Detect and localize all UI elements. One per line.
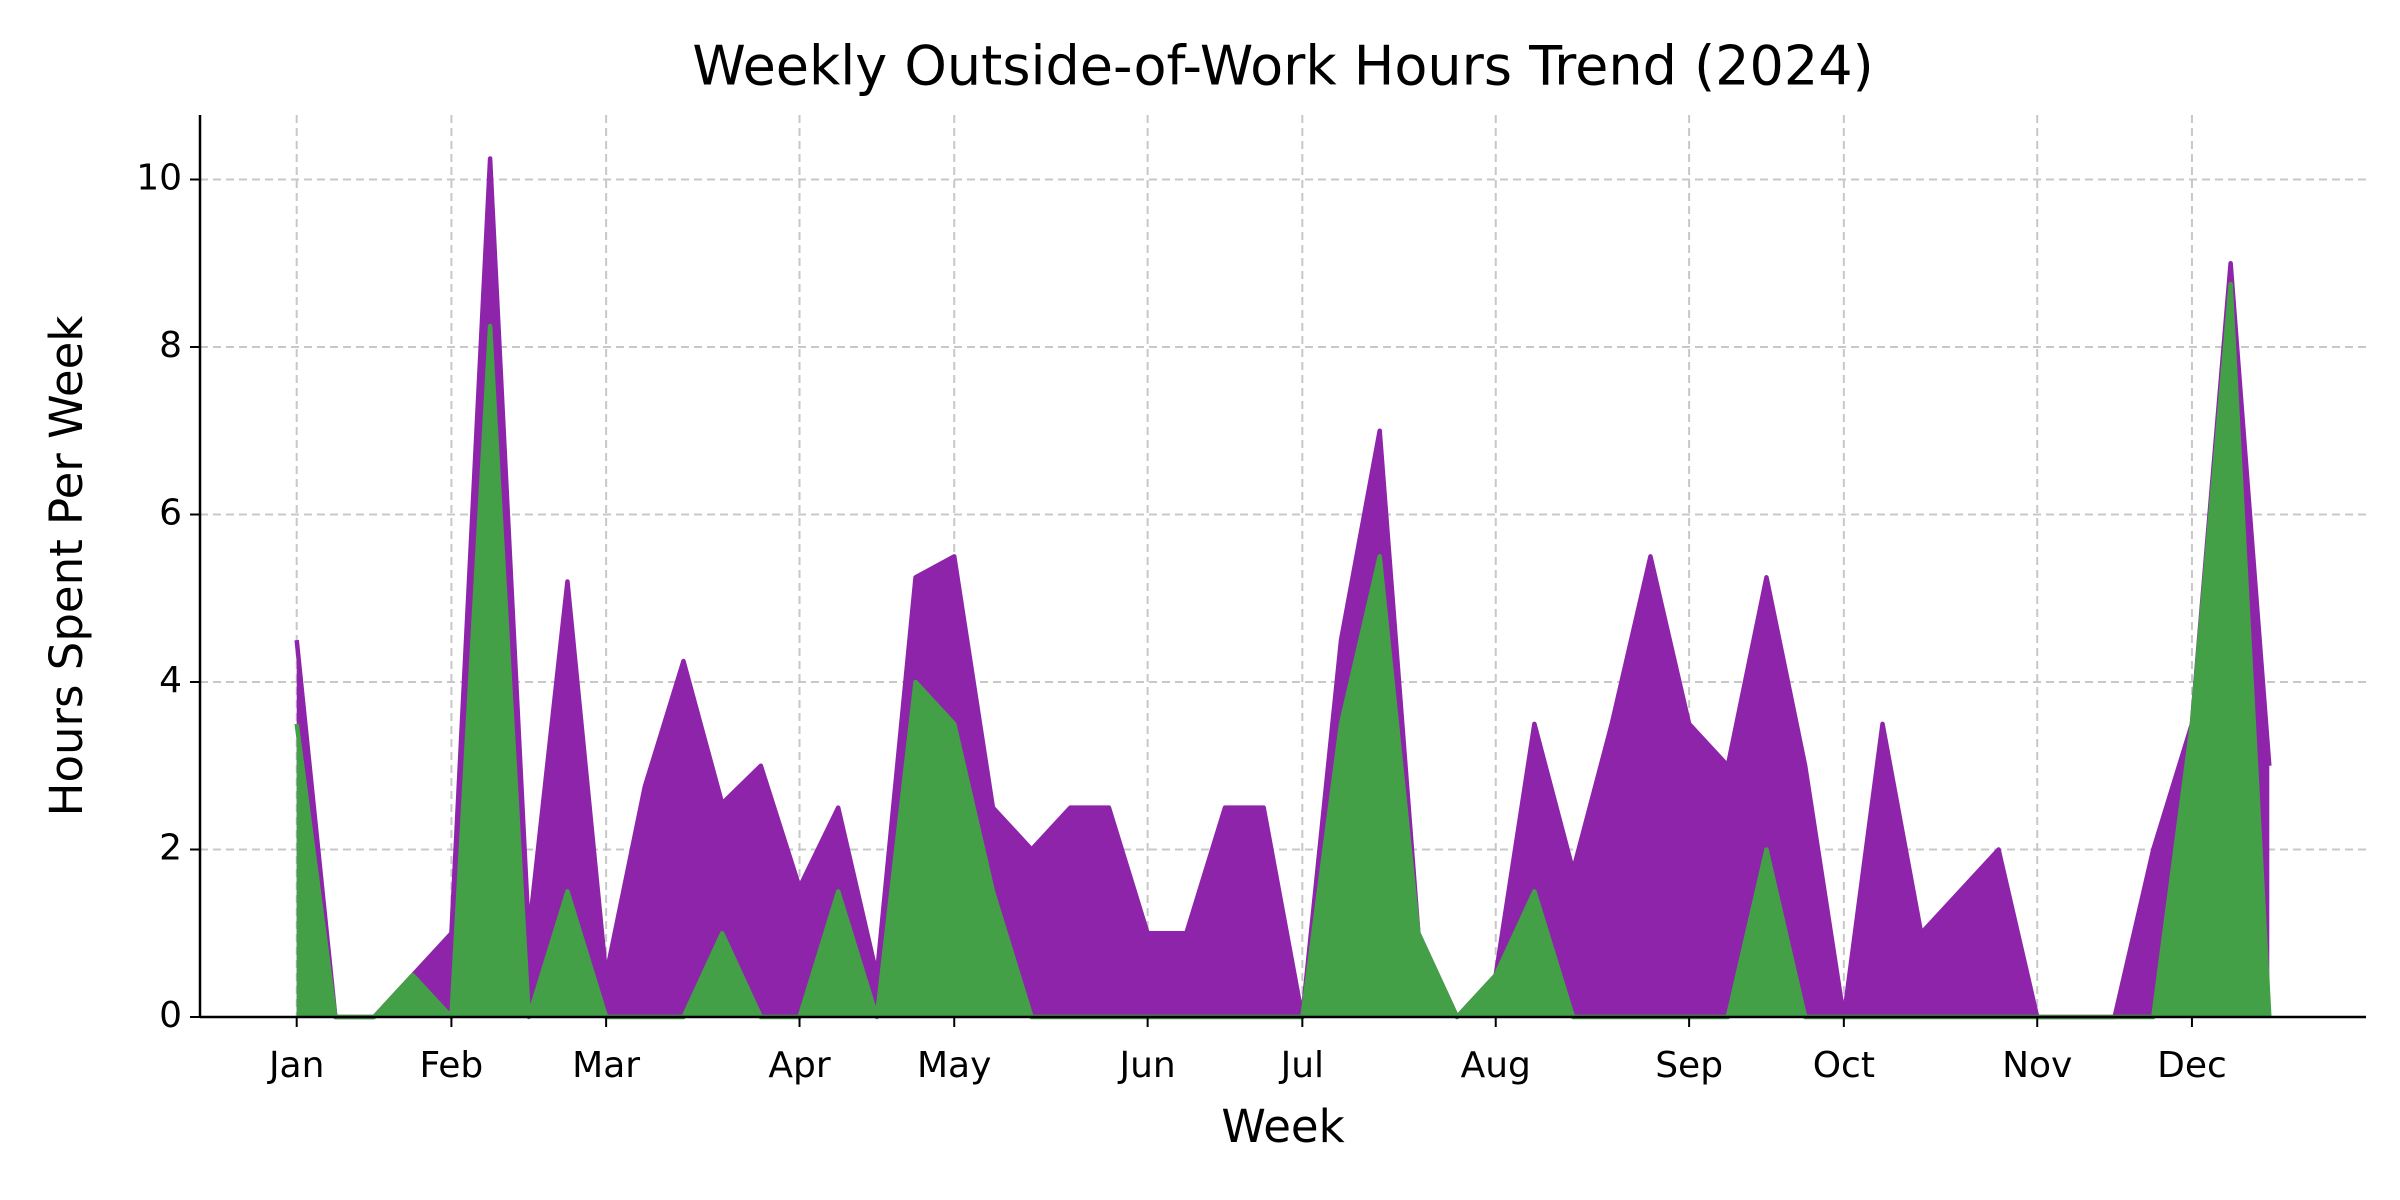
y-tick-label: 2 bbox=[159, 827, 182, 868]
area-line bbox=[294, 156, 2272, 1020]
x-tick-label: Aug bbox=[1461, 1045, 1531, 1086]
y-tick-label: 10 bbox=[136, 157, 182, 198]
y-axis-label: Hours Spent Per Week bbox=[40, 316, 93, 817]
x-tick-label: Jun bbox=[1118, 1045, 1176, 1086]
x-tick-label: Dec bbox=[2157, 1045, 2227, 1086]
x-axis-label: Week bbox=[1221, 1100, 1344, 1153]
x-tick-label: Feb bbox=[420, 1045, 484, 1086]
area bbox=[296, 158, 2270, 1017]
y-tick-label: 6 bbox=[159, 492, 182, 533]
y-tick-label: 0 bbox=[159, 995, 182, 1036]
x-tick-label: Jul bbox=[1279, 1045, 1324, 1086]
x-tick-label: Nov bbox=[2002, 1045, 2072, 1086]
x-tick-label: May bbox=[917, 1045, 991, 1086]
x-tick-label: Jan bbox=[267, 1045, 325, 1086]
x-tick-label: Mar bbox=[572, 1045, 640, 1086]
x-tick-label: Oct bbox=[1813, 1045, 1875, 1086]
x-tick-label: Sep bbox=[1655, 1045, 1723, 1086]
area bbox=[296, 284, 2270, 1017]
x-tick-label: Apr bbox=[768, 1045, 830, 1086]
y-tick-label: 4 bbox=[159, 660, 182, 701]
chart-title: Weekly Outside-of-Work Hours Trend (2024… bbox=[692, 35, 1873, 98]
y-tick-label: 8 bbox=[159, 325, 182, 366]
